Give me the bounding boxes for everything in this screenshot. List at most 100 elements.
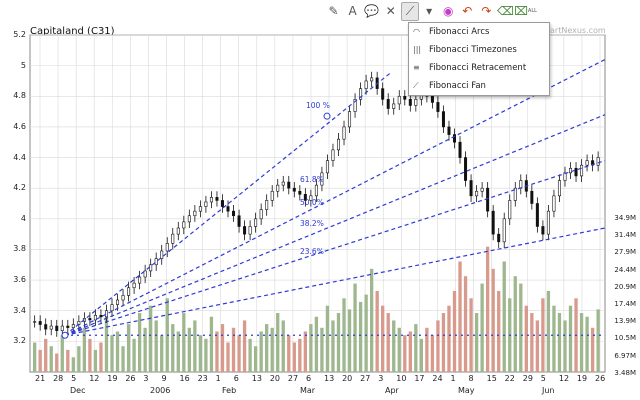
erase-all-button[interactable]: ⌧ ALL xyxy=(514,2,537,21)
candle-body xyxy=(165,243,169,252)
candle-body xyxy=(60,325,64,331)
candle-body xyxy=(386,99,390,109)
candle-body xyxy=(49,325,53,330)
volume-bar xyxy=(585,316,589,372)
candle-body xyxy=(88,318,92,321)
undo-button[interactable]: ↶ xyxy=(459,2,476,21)
candle-body xyxy=(469,180,473,197)
date-tick-label: 19 xyxy=(107,374,118,383)
price-tick-label: 4.8 xyxy=(13,91,26,101)
candle-body xyxy=(232,210,236,217)
volume-bar xyxy=(452,290,457,372)
date-tick-label: 16 xyxy=(179,374,190,383)
redo-button[interactable]: ↷ xyxy=(478,2,495,21)
volume-bar xyxy=(342,298,346,372)
month-label: Jun xyxy=(542,386,555,395)
menu-item-fibonacci-fan[interactable]: ⟋ Fibonacci Fan xyxy=(409,77,549,95)
volume-tick-label: 10.5M xyxy=(614,334,636,343)
callout-button[interactable]: 💬 xyxy=(363,2,380,21)
candle-body xyxy=(353,99,357,112)
candle-body xyxy=(397,95,401,105)
price-tick-label: 3.6 xyxy=(13,275,26,285)
undo-icon: ↶ xyxy=(462,4,473,18)
volume-bar xyxy=(579,313,584,372)
candle-body xyxy=(480,187,484,192)
fibonacci-fan-line xyxy=(64,58,606,336)
volume-bar xyxy=(66,349,70,372)
date-tick-label: 29 xyxy=(522,374,533,383)
candle-body xyxy=(491,210,495,235)
fibonacci-tool-button[interactable]: ⟋ xyxy=(401,1,419,21)
volume-bar xyxy=(276,313,280,372)
volume-bar xyxy=(463,276,468,372)
fibonacci-end-handle[interactable] xyxy=(323,112,331,120)
volume-bar xyxy=(408,331,412,372)
volume-bar xyxy=(38,349,42,372)
candle-body xyxy=(314,184,318,197)
candle-body xyxy=(215,197,219,201)
price-tick-label: 3.4 xyxy=(13,305,26,315)
candle-body xyxy=(546,210,550,235)
fibonacci-fan-line xyxy=(64,227,606,336)
candle-body xyxy=(292,187,296,192)
volume-bar xyxy=(519,283,523,372)
date-tick-label: 9 xyxy=(161,374,167,383)
candle-body xyxy=(497,233,501,243)
candle-body xyxy=(226,206,230,212)
volume-bar xyxy=(381,305,385,372)
volume-bar xyxy=(187,327,191,372)
volume-bar xyxy=(126,324,131,372)
candle-body xyxy=(441,111,445,128)
volume-bar xyxy=(568,305,573,372)
fibonacci-retracement-icon: ≡ xyxy=(413,63,420,72)
candle-body xyxy=(325,160,329,174)
fibonacci-anchor-handle[interactable] xyxy=(61,331,69,339)
volume-bar xyxy=(77,346,81,372)
date-tick-label: 23 xyxy=(197,374,208,383)
cross-marker-button[interactable]: ✕ xyxy=(382,2,399,21)
volume-bar xyxy=(121,346,125,372)
volume-bar xyxy=(369,268,374,372)
volume-bar xyxy=(55,353,59,372)
volume-bar xyxy=(425,327,429,372)
erase-all-label: ALL xyxy=(527,8,537,14)
dropdown-arrow-button[interactable]: ▾ xyxy=(421,2,438,21)
pencil-button[interactable]: ✎ xyxy=(325,2,342,21)
month-label: May xyxy=(458,386,475,395)
date-tick-label: 24 xyxy=(432,374,443,383)
date-tick-label: 12 xyxy=(558,374,570,383)
volume-bar xyxy=(596,309,600,372)
color-wheel-button[interactable]: ◉ xyxy=(440,2,457,21)
candle-body xyxy=(303,194,307,201)
date-tick-label: 1 xyxy=(450,374,456,383)
candle-body xyxy=(121,295,125,301)
candle-body xyxy=(248,226,252,235)
volume-bar xyxy=(253,346,258,372)
price-tick-label: 4.2 xyxy=(13,183,26,193)
price-tick-label: 5 xyxy=(20,60,26,70)
candle-body xyxy=(116,299,120,305)
menu-item-fibonacci-retracement[interactable]: ≡ Fibonacci Retracement xyxy=(409,59,549,77)
dropdown-arrow-icon: ▾ xyxy=(426,4,433,18)
candle-body xyxy=(359,88,363,100)
menu-item-fibonacci-arcs[interactable]: ◠ Fibonacci Arcs xyxy=(409,23,549,41)
volume-bar xyxy=(563,320,567,372)
menu-item-label: Fibonacci Timezones xyxy=(429,45,517,55)
date-tick-label: 28 xyxy=(53,374,64,383)
candle-body xyxy=(160,250,164,259)
pencil-icon: ✎ xyxy=(328,4,339,18)
text-tool-button[interactable]: A xyxy=(344,2,361,21)
volume-bar xyxy=(557,313,562,372)
volume-bar xyxy=(270,327,274,372)
candle-body xyxy=(596,157,600,166)
volume-bar xyxy=(535,320,540,372)
fibonacci-tools-menu: ◠ Fibonacci Arcs ||| Fibonacci Timezones ≡ Fi… xyxy=(408,22,550,96)
menu-item-fibonacci-timezones[interactable]: ||| Fibonacci Timezones xyxy=(409,41,549,59)
date-tick-label: 10 xyxy=(396,374,407,383)
menu-item-label: Fibonacci Fan xyxy=(429,81,486,91)
candle-body xyxy=(541,226,545,235)
candle-body xyxy=(204,201,208,207)
eraser-button[interactable]: ⌫ xyxy=(497,2,514,21)
date-tick-label: 15 xyxy=(486,374,497,383)
volume-tick-label: 13.9M xyxy=(614,317,636,326)
